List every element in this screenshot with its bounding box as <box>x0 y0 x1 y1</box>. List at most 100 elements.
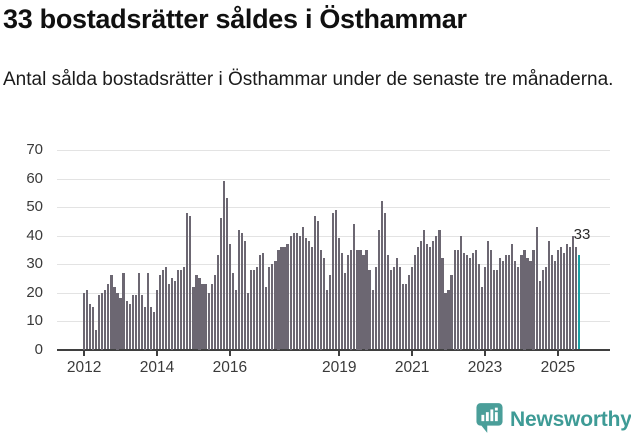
x-axis-tick-2016 <box>228 350 231 356</box>
x-axis-tick-2019 <box>338 350 341 356</box>
bar <box>456 249 459 350</box>
highlight-bar <box>578 255 581 350</box>
newsworthy-logo[interactable]: Newsworthy <box>476 402 631 437</box>
bar <box>161 269 165 350</box>
bar <box>438 229 441 350</box>
bar <box>477 264 480 350</box>
bar <box>347 255 350 350</box>
bar <box>301 226 304 350</box>
x-axis-tick-2023 <box>483 350 486 356</box>
bar <box>328 275 332 350</box>
bar <box>219 218 222 350</box>
bar <box>107 283 110 350</box>
bar <box>496 269 499 350</box>
bar <box>344 272 347 350</box>
bar <box>171 278 174 350</box>
bar <box>417 246 420 350</box>
bar <box>228 244 231 350</box>
x-axis-tick-2025 <box>556 350 559 356</box>
bar <box>143 306 146 350</box>
bar <box>359 249 362 350</box>
bar <box>556 249 559 350</box>
bar <box>471 252 474 350</box>
bar <box>155 289 159 350</box>
bar <box>441 258 444 350</box>
bar <box>164 266 168 350</box>
bar <box>174 281 177 350</box>
bar <box>511 244 514 350</box>
bar <box>502 261 505 350</box>
bar <box>356 249 359 350</box>
bar <box>189 215 192 350</box>
bar <box>468 258 471 350</box>
bar <box>383 212 386 350</box>
bar <box>322 258 326 350</box>
bar <box>353 224 356 350</box>
x-axis-label-2023: 2023 <box>467 358 503 376</box>
page-title: 33 bostadsrätter såldes i Östhammar <box>3 4 467 34</box>
bar <box>538 281 541 350</box>
bar <box>307 241 310 350</box>
bar <box>98 295 101 350</box>
bar <box>362 255 365 350</box>
bar <box>268 266 271 350</box>
bar <box>447 289 450 350</box>
bar <box>450 275 453 350</box>
bar <box>283 246 286 350</box>
bar <box>480 286 484 350</box>
bar <box>492 269 496 350</box>
bar <box>526 258 529 350</box>
bar <box>505 255 508 350</box>
bar <box>240 232 244 350</box>
bar <box>280 246 283 350</box>
bar <box>310 246 313 350</box>
bar <box>152 312 156 350</box>
bar <box>571 235 575 350</box>
bar <box>410 266 414 350</box>
bar <box>532 249 535 350</box>
last-value-label: 33 <box>573 226 591 243</box>
bar <box>404 283 408 350</box>
bar <box>92 306 95 350</box>
bar <box>128 303 131 350</box>
x-axis-label-2016: 2016 <box>212 358 248 376</box>
bar <box>499 258 502 350</box>
bar <box>262 252 265 350</box>
x-axis-label-2019: 2019 <box>321 358 357 376</box>
x-axis-label-2021: 2021 <box>394 358 430 376</box>
bar <box>298 235 301 350</box>
bar <box>149 306 152 350</box>
bar <box>562 252 566 350</box>
bar <box>341 252 344 350</box>
bar <box>377 229 380 350</box>
bar <box>186 212 189 350</box>
bar <box>389 269 392 350</box>
bar <box>304 238 307 350</box>
bar-chart: 0 10 20 30 40 50 60 70 2012 2014 2016 2019 2021 2023 2… <box>0 140 631 390</box>
bar <box>201 283 204 350</box>
bar <box>292 232 295 350</box>
y-axis-label-30: 30 <box>26 255 43 272</box>
bar <box>374 266 377 350</box>
bar <box>104 289 107 350</box>
bar <box>529 261 532 350</box>
bar <box>544 266 547 350</box>
bar <box>210 283 213 350</box>
bar <box>183 266 186 350</box>
bar <box>420 241 423 350</box>
bar <box>204 283 207 350</box>
bar <box>265 286 268 350</box>
bar <box>489 249 493 350</box>
bar <box>313 215 316 350</box>
bar <box>325 289 329 350</box>
bar <box>250 269 253 350</box>
y-axis-label-40: 40 <box>26 226 43 244</box>
bar <box>116 292 119 350</box>
bar <box>401 283 405 350</box>
bar <box>332 212 335 350</box>
bar <box>295 232 298 350</box>
bar <box>101 292 104 350</box>
bar <box>365 249 368 350</box>
bar <box>432 241 435 350</box>
bar <box>110 275 113 350</box>
